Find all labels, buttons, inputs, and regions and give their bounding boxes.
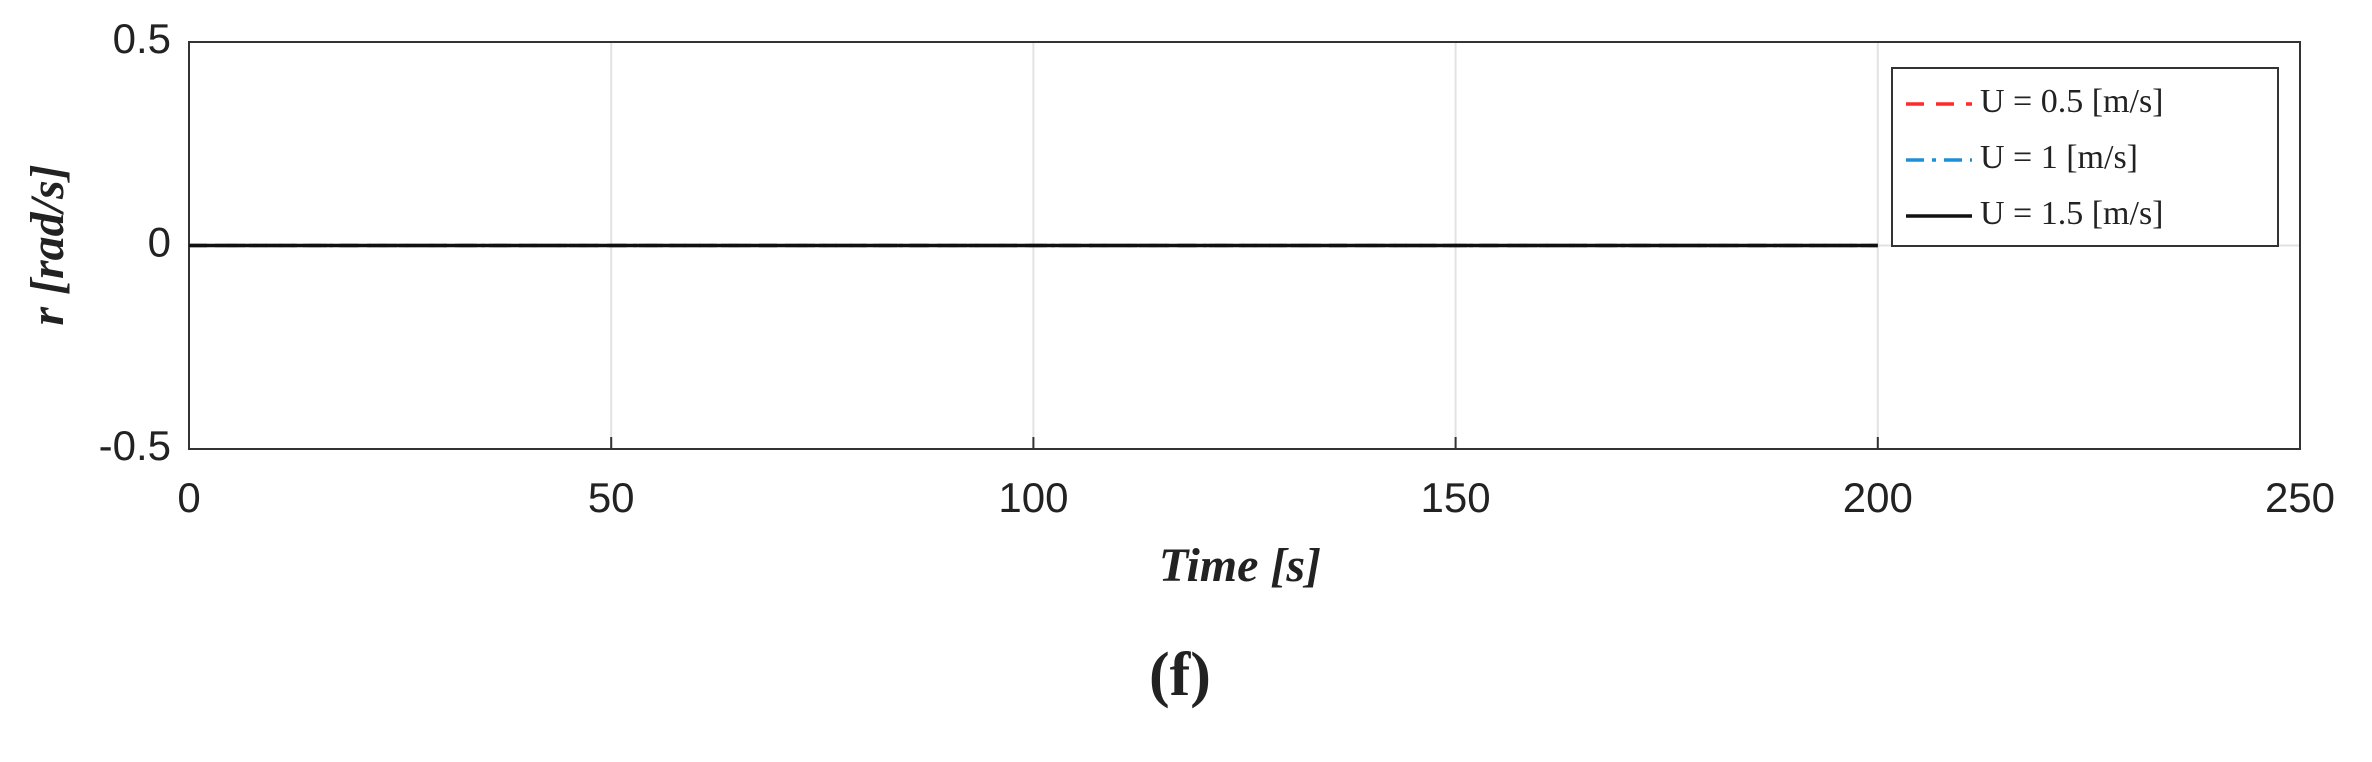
x-tick-label: 250 — [2265, 474, 2335, 521]
legend-label: U = 1.5 [m/s] — [1980, 195, 2164, 232]
y-tick-label: 0 — [148, 219, 171, 266]
y-tick-label: -0.5 — [99, 422, 171, 469]
legend-label: U = 1 [m/s] — [1980, 139, 2138, 176]
legend-label: U = 0.5 [m/s] — [1980, 83, 2164, 120]
x-axis-label: Time [s] — [1159, 539, 1321, 592]
x-tick-label: 100 — [998, 474, 1068, 521]
x-tick-label: 150 — [1421, 474, 1491, 521]
x-tick-label: 0 — [177, 474, 200, 521]
x-tick-label: 50 — [588, 474, 635, 521]
y-tick-label: 0.5 — [113, 15, 171, 62]
x-tick-label: 200 — [1843, 474, 1913, 521]
caption: (f) — [1149, 641, 1211, 709]
y-axis-label: r [rad/s] — [21, 164, 74, 325]
